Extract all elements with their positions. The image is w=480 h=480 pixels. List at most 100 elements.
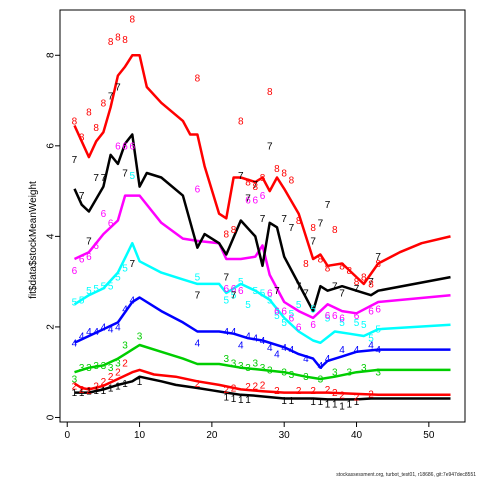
y-tick-label: 8 — [46, 52, 57, 58]
series-line-2 — [73, 368, 451, 397]
data-point-2: 2 — [310, 386, 316, 397]
data-point-3: 3 — [318, 374, 324, 385]
data-point-7: 7 — [267, 141, 273, 152]
data-point-6: 6 — [289, 313, 295, 324]
data-point-3: 3 — [137, 331, 143, 342]
data-point-5: 5 — [281, 318, 287, 329]
data-point-4: 4 — [303, 354, 309, 365]
data-point-8: 8 — [325, 264, 331, 275]
data-point-2: 2 — [252, 381, 258, 392]
data-point-7: 7 — [260, 214, 266, 225]
data-point-6: 6 — [93, 241, 99, 252]
data-point-8: 8 — [368, 279, 374, 290]
data-point-7: 7 — [72, 155, 78, 166]
data-point-2: 2 — [93, 381, 99, 392]
data-point-3: 3 — [224, 354, 230, 365]
data-point-3: 3 — [375, 368, 381, 379]
data-point-4: 4 — [115, 322, 121, 333]
x-tick-label: 20 — [206, 430, 218, 441]
data-point-2: 2 — [354, 393, 360, 404]
data-point-5: 5 — [93, 284, 99, 295]
data-point-7: 7 — [339, 288, 345, 299]
series-line-1 — [74, 375, 451, 401]
y-tick-label: 2 — [46, 324, 57, 330]
data-point-4: 4 — [130, 295, 136, 306]
series-line-5 — [73, 241, 451, 345]
data-point-6: 6 — [260, 191, 266, 202]
data-point-5: 5 — [252, 286, 258, 297]
data-point-6: 6 — [195, 184, 201, 195]
x-tick-label: 40 — [351, 430, 363, 441]
series-line-8 — [73, 54, 451, 286]
data-point-8: 8 — [245, 178, 251, 189]
data-point-7: 7 — [224, 273, 230, 284]
data-point-4: 4 — [267, 343, 273, 354]
data-point-1: 1 — [289, 396, 295, 407]
data-point-4: 4 — [72, 338, 78, 349]
data-point-5: 5 — [289, 309, 295, 320]
data-point-4: 4 — [238, 341, 244, 352]
data-point-6: 6 — [267, 288, 273, 299]
data-point-6: 6 — [108, 218, 114, 229]
data-point-7: 7 — [245, 193, 251, 204]
data-point-7: 7 — [130, 259, 136, 270]
data-point-4: 4 — [325, 354, 331, 365]
x-tick-label: 10 — [134, 430, 146, 441]
data-point-4: 4 — [231, 327, 237, 338]
data-point-7: 7 — [332, 282, 338, 293]
data-point-7: 7 — [368, 277, 374, 288]
data-point-3: 3 — [260, 363, 266, 374]
data-point-8: 8 — [260, 173, 266, 184]
data-point-4: 4 — [375, 345, 381, 356]
data-point-1: 1 — [231, 394, 237, 405]
data-point-2: 2 — [332, 388, 338, 399]
data-point-2: 2 — [108, 372, 114, 383]
data-point-3: 3 — [267, 365, 273, 376]
data-point-6: 6 — [274, 307, 280, 318]
data-point-8: 8 — [93, 123, 99, 134]
data-point-1: 1 — [108, 384, 114, 395]
data-point-5: 5 — [375, 325, 381, 336]
data-point-7: 7 — [238, 171, 244, 182]
data-point-2: 2 — [101, 377, 107, 388]
data-point-7: 7 — [79, 191, 85, 202]
data-point-7: 7 — [296, 282, 302, 293]
data-point-6: 6 — [368, 307, 374, 318]
data-point-2: 2 — [231, 384, 237, 395]
data-point-2: 2 — [245, 382, 251, 393]
data-point-5: 5 — [122, 264, 128, 275]
data-point-1: 1 — [318, 397, 324, 408]
data-point-4: 4 — [281, 343, 287, 354]
data-point-2: 2 — [274, 386, 280, 397]
data-point-5: 5 — [245, 300, 251, 311]
data-point-7: 7 — [122, 168, 128, 179]
data-point-8: 8 — [332, 225, 338, 236]
data-point-1: 1 — [86, 387, 92, 398]
x-tick-label: 50 — [423, 430, 435, 441]
data-point-8: 8 — [231, 225, 237, 236]
data-point-3: 3 — [332, 368, 338, 379]
data-point-5: 5 — [368, 334, 374, 345]
data-point-2: 2 — [122, 359, 128, 370]
data-point-8: 8 — [252, 182, 258, 193]
data-point-6: 6 — [86, 252, 92, 263]
data-point-4: 4 — [195, 338, 201, 349]
data-point-5: 5 — [361, 320, 367, 331]
data-point-5: 5 — [267, 295, 273, 306]
data-point-7: 7 — [325, 200, 331, 211]
data-point-1: 1 — [281, 396, 287, 407]
data-point-7: 7 — [252, 180, 258, 191]
data-point-3: 3 — [86, 363, 92, 374]
data-point-8: 8 — [101, 98, 107, 109]
data-point-5: 5 — [260, 288, 266, 299]
data-point-8: 8 — [310, 223, 316, 234]
data-point-7: 7 — [375, 252, 381, 263]
data-point-3: 3 — [79, 363, 85, 374]
data-point-1: 1 — [122, 379, 128, 390]
data-point-6: 6 — [115, 141, 121, 152]
data-point-7: 7 — [274, 286, 280, 297]
series-line-7 — [73, 133, 451, 313]
data-point-8: 8 — [354, 277, 360, 288]
data-point-8: 8 — [130, 15, 136, 26]
